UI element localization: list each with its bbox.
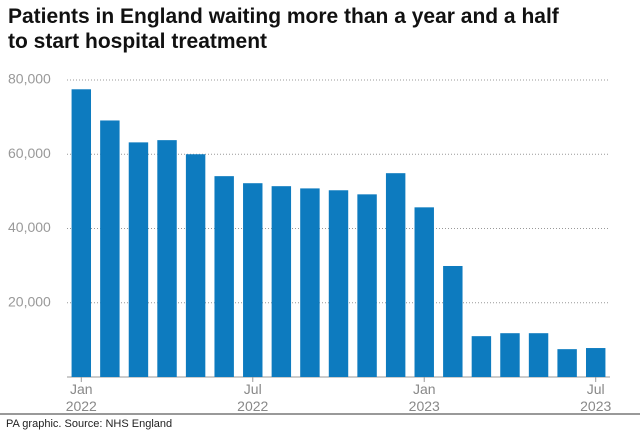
source: PA graphic. Source: NHS England: [6, 418, 173, 430]
bar: [414, 207, 434, 377]
bar: [300, 188, 320, 377]
x-tick-label: Jan 2023: [408, 381, 440, 414]
chart-title: Patients in England waiting more than a …: [8, 5, 559, 53]
y-tick-label: 80,000: [8, 71, 51, 87]
bar: [357, 194, 377, 377]
y-tick-label: 20,000: [8, 293, 51, 309]
y-tick-label: 40,000: [8, 219, 51, 235]
x-tick-label: Jul 2022: [237, 381, 269, 414]
bar: [328, 190, 349, 377]
bar: [385, 173, 406, 377]
x-tick-label: Jul 2023: [580, 381, 612, 414]
bar: [557, 349, 577, 377]
x-tick-label: Jan 2022: [65, 381, 97, 414]
bar: [214, 176, 234, 377]
bar: [157, 140, 177, 377]
bar: [471, 336, 492, 377]
bar: [585, 348, 606, 377]
bar: [128, 142, 149, 377]
bar: [100, 120, 120, 377]
bar: [243, 183, 263, 377]
y-tick-label: 60,000: [8, 145, 51, 161]
bar: [185, 154, 206, 377]
bar: [71, 89, 92, 377]
bar: [500, 333, 520, 377]
bar: [271, 186, 292, 377]
bar: [528, 333, 549, 377]
bar: [443, 265, 463, 377]
